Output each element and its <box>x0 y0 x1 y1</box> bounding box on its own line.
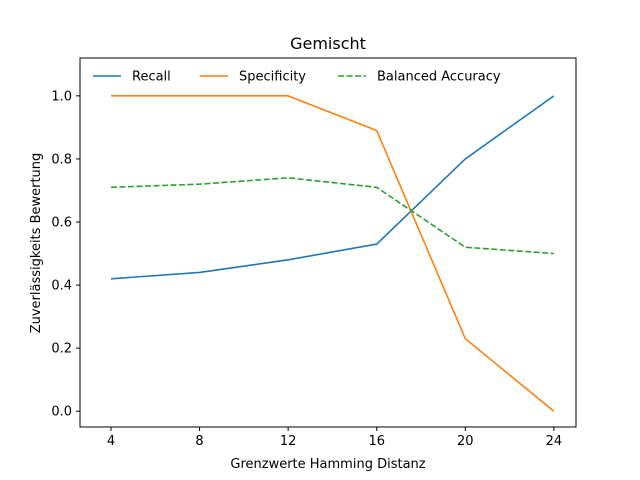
x-tick-label: 12 <box>280 434 297 449</box>
series-line-balanced-accuracy <box>110 177 554 255</box>
legend-label-recall: Recall <box>132 70 171 85</box>
legend-label-balanced-accuracy: Balanced Accuracy <box>377 70 501 85</box>
x-tick-label: 8 <box>195 434 203 449</box>
legend: Recall Specificity Balanced Accuracy <box>93 70 501 85</box>
chart-title: Gemischt <box>290 34 366 53</box>
x-tick-label: 16 <box>368 434 385 449</box>
x-tick-label: 4 <box>107 434 115 449</box>
legend-label-specificity: Specificity <box>239 70 306 85</box>
y-tick-label: 0.8 <box>51 152 72 167</box>
y-tick-label: 0.6 <box>51 216 72 231</box>
y-axis-label: Zuverlässigkeits Bewertung <box>29 153 44 334</box>
y-tick-label: 0.2 <box>51 342 72 357</box>
series-line-specificity <box>111 95 555 412</box>
x-tick-label: 24 <box>546 434 563 449</box>
x-tick-label: 20 <box>457 434 474 449</box>
y-tick-label: 1.0 <box>51 89 72 104</box>
plot-area: 4 8 12 16 20 24 0.0 0.2 0.4 0.6 0.8 1.0 <box>51 57 577 449</box>
y-tick-label: 0.0 <box>51 405 72 420</box>
series-line-recall <box>110 95 555 280</box>
plot-frame <box>79 57 577 428</box>
y-tick-label: 0.4 <box>51 279 72 294</box>
x-axis-label: Grenzwerte Hamming Distanz <box>230 457 425 472</box>
